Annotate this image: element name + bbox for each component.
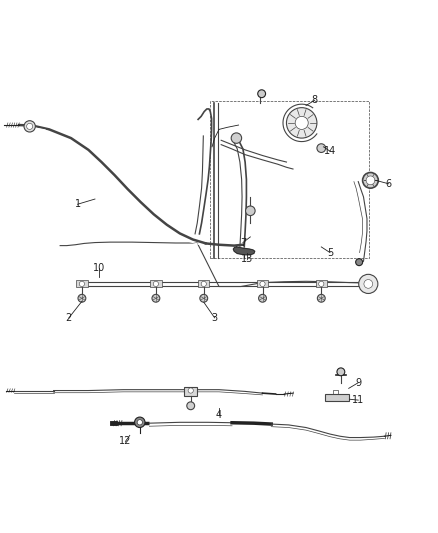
Circle shape (187, 402, 194, 410)
Bar (257, 280, 268, 287)
Text: 10: 10 (93, 263, 106, 273)
Circle shape (137, 419, 142, 425)
Circle shape (27, 123, 33, 130)
Circle shape (359, 274, 378, 294)
Circle shape (258, 294, 266, 302)
Circle shape (153, 281, 159, 287)
Circle shape (319, 281, 324, 287)
Bar (184, 387, 197, 396)
Circle shape (364, 279, 373, 288)
Text: 8: 8 (312, 95, 318, 105)
Circle shape (356, 259, 363, 265)
Text: 7: 7 (240, 238, 246, 247)
Text: 11: 11 (352, 395, 364, 405)
Circle shape (363, 173, 378, 188)
Bar (198, 280, 209, 287)
Circle shape (260, 281, 265, 287)
Text: 14: 14 (324, 146, 336, 156)
Circle shape (286, 108, 317, 138)
Polygon shape (233, 247, 254, 255)
Circle shape (188, 388, 193, 393)
Bar (210, 101, 369, 258)
Circle shape (317, 144, 325, 152)
Bar (150, 280, 162, 287)
Text: 5: 5 (327, 247, 333, 257)
Circle shape (366, 176, 375, 184)
Text: 3: 3 (212, 313, 218, 323)
Text: 9: 9 (355, 378, 361, 387)
Bar (316, 280, 327, 287)
Circle shape (337, 368, 345, 376)
Circle shape (295, 116, 308, 130)
Text: 13: 13 (241, 254, 254, 264)
Text: 1: 1 (74, 199, 81, 209)
Text: 6: 6 (386, 179, 392, 189)
Circle shape (231, 133, 242, 143)
Text: 12: 12 (119, 437, 131, 447)
Circle shape (318, 294, 325, 302)
Circle shape (201, 281, 206, 287)
Bar (76, 280, 88, 287)
Circle shape (79, 281, 85, 287)
Circle shape (258, 90, 265, 98)
Circle shape (246, 206, 255, 215)
Text: 2: 2 (66, 313, 72, 323)
Bar (325, 393, 349, 401)
Circle shape (152, 294, 160, 302)
Circle shape (24, 120, 35, 132)
Text: 4: 4 (216, 410, 222, 421)
Circle shape (200, 294, 208, 302)
Circle shape (78, 294, 86, 302)
Circle shape (134, 417, 145, 427)
